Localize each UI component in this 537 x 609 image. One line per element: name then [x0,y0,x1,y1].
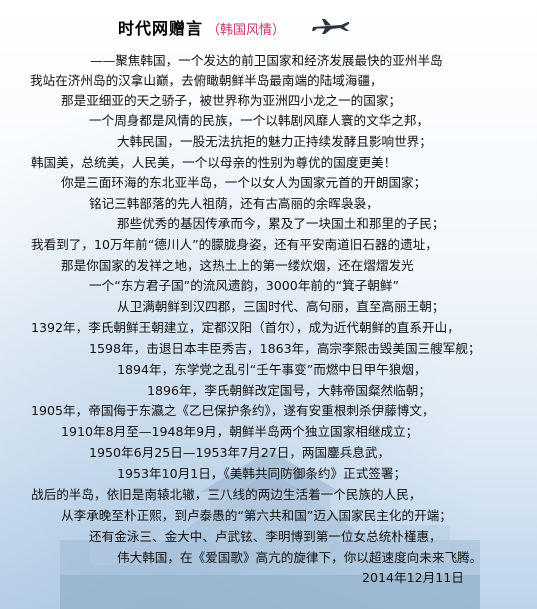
poem-line: 1896年，李氏朝鲜改定国号，大韩帝国粲然临朝； [147,383,431,398]
poem-line: 战后的半岛，依旧是南辕北辙，三八线的两边生活着一个民族的人民， [31,487,422,502]
poem-line: 1905年，帝国侮于东瀛之《乙巳保护条约》，遂有安重根刺杀伊藤博文， [31,403,435,418]
poem-line: 那些优秀的基因传承而今，累及了一块国土和那里的子民； [117,216,445,231]
poem-line: 伟大韩国，在《爱国歌》高亢的旋律下，你以超速度向未来飞腾。 [117,550,483,565]
poem-line: 你是三面环海的东北亚半岛，一个以女人为国家元首的开朗国家； [61,175,427,190]
poem-line: 韩国美，总统美，人民美，一个以母亲的性别为尊优的国度更美！ [31,155,397,170]
airplane-icon [312,19,350,34]
poem-line: 1910年8月至—1948年9月，朝鲜半岛两个独立国家相继成立； [61,424,419,439]
page-subtitle: （韩国风情） [207,23,286,38]
background-building-image [60,450,480,609]
poem-line: 1392年，李氏朝鲜王朝建立，定都汉阳（首尔），成为近代朝鲜的直系开山， [31,320,460,335]
poem-date: 2014年12月11日 [362,570,464,585]
poem-line: 从卫满朝鲜到汉四郡，三国时代、高句丽，直至高丽王朝； [117,299,445,314]
poem-line: 铭记三韩部落的先人祖荫，还有古高丽的余晖袅袅， [89,196,379,211]
poem-line: 还有金泳三、金大中、卢武铉、李明博到第一位女总统朴槿惠， [89,529,442,544]
page-title: 时代网赠言 [118,19,204,38]
poem-line: ——聚焦韩国，一个发达的前卫国家和经济发展最快的亚州半岛 [90,53,443,68]
poem-line: 一个“东方君子国”的流风遗韵，3000年前的“箕子朝鲜” [89,278,400,293]
poem-line: 大韩民国，一股无法抗拒的魅力正持续发酵且影响世界； [117,134,432,149]
poem-line: 我站在济州岛的汉拿山巅，去俯瞰朝鲜半岛最南端的陆域海疆， [30,73,383,88]
poem-line: 一个周身都是风情的民族，一个以韩剧风靡人寰的文华之邦， [89,113,430,128]
poem-line: 1894年，东学党之乱引“壬午事变”而燃中日甲午狼烟， [117,362,427,377]
title-row: 时代网赠言 （韩国风情） [118,15,285,41]
poem-line: 那是你国家的发祥之地，这热土上的第一缕炊烟，还在熠熠发光 [61,258,414,273]
poem-line: 1598年，击退日本丰臣秀吉，1863年，高宗李熙击毁美国三艘军舰； [89,341,481,356]
poem-line: 那是亚细亚的天之骄子，被世界称为亚洲四小龙之一的国家； [61,93,402,108]
poem-line: 从李承晚至朴正熙，到卢泰愚的“第六共和国”迈入国家民主化的开端； [61,508,452,523]
poem-line: 我看到了，10万年前“德川人”的朦胧身姿，还有平安南道旧石器的遗址， [31,237,438,252]
poem-line: 1950年6月25日—1953年7月27日，两国鏖兵息武， [89,445,391,460]
poem-line: 1953年10月1日，《美韩共同防御条约》正式签署； [117,466,407,481]
